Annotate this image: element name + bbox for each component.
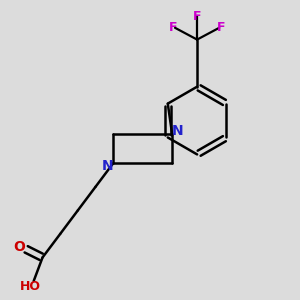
Text: N: N: [102, 159, 114, 172]
Text: F: F: [193, 10, 201, 22]
Text: N: N: [172, 124, 183, 138]
Text: F: F: [216, 21, 225, 34]
Text: HO: HO: [20, 280, 41, 293]
Text: F: F: [169, 21, 178, 34]
Text: O: O: [14, 240, 26, 254]
